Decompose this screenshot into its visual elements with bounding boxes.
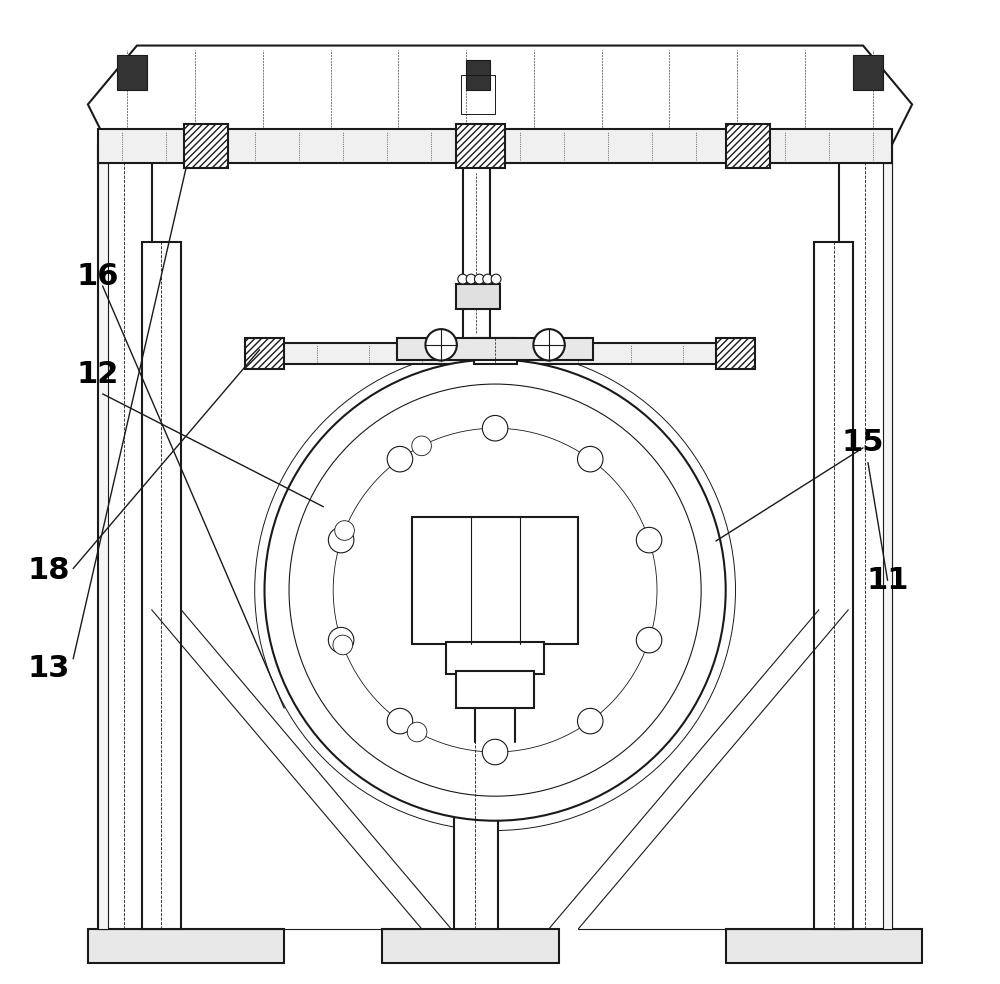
Bar — [461, 75, 495, 114]
Bar — [98, 144, 152, 929]
Bar — [142, 242, 181, 929]
Bar — [463, 163, 490, 342]
Text: 18: 18 — [27, 556, 70, 585]
Bar — [454, 585, 498, 929]
Text: 11: 11 — [866, 566, 909, 594]
Circle shape — [578, 708, 603, 734]
Bar — [456, 124, 505, 168]
Circle shape — [483, 275, 493, 284]
Circle shape — [387, 447, 413, 472]
Bar — [716, 338, 755, 369]
Circle shape — [482, 739, 508, 765]
Text: 16: 16 — [76, 262, 119, 290]
Circle shape — [265, 359, 726, 821]
Bar — [412, 517, 578, 645]
Bar — [466, 60, 490, 90]
Bar — [446, 643, 544, 673]
Bar — [397, 338, 593, 359]
Circle shape — [425, 329, 457, 360]
Bar — [456, 670, 534, 707]
Bar — [98, 129, 892, 163]
Circle shape — [328, 527, 354, 553]
Bar — [184, 124, 228, 168]
Bar — [88, 929, 284, 963]
Polygon shape — [98, 163, 108, 929]
Circle shape — [636, 527, 662, 553]
Bar — [474, 338, 517, 364]
Polygon shape — [88, 45, 912, 144]
Circle shape — [533, 329, 565, 360]
Bar — [117, 55, 147, 90]
Circle shape — [474, 275, 484, 284]
Bar — [726, 929, 922, 963]
Text: 13: 13 — [27, 654, 70, 683]
Circle shape — [491, 275, 501, 284]
Bar — [814, 242, 853, 929]
Circle shape — [466, 275, 476, 284]
Circle shape — [328, 628, 354, 653]
Bar — [245, 338, 284, 369]
Polygon shape — [883, 163, 892, 929]
Circle shape — [387, 708, 413, 734]
Circle shape — [407, 722, 427, 742]
Bar — [839, 144, 892, 929]
Circle shape — [482, 415, 508, 441]
Bar — [456, 284, 500, 309]
Bar — [255, 342, 745, 364]
Circle shape — [333, 635, 353, 654]
Circle shape — [289, 384, 701, 796]
Bar — [382, 929, 559, 963]
Bar — [726, 124, 770, 168]
Circle shape — [636, 628, 662, 653]
Circle shape — [335, 521, 354, 540]
Circle shape — [412, 436, 431, 456]
Circle shape — [578, 447, 603, 472]
Circle shape — [458, 275, 468, 284]
Bar — [853, 55, 883, 90]
Text: 12: 12 — [77, 360, 119, 389]
Text: 15: 15 — [842, 428, 884, 458]
